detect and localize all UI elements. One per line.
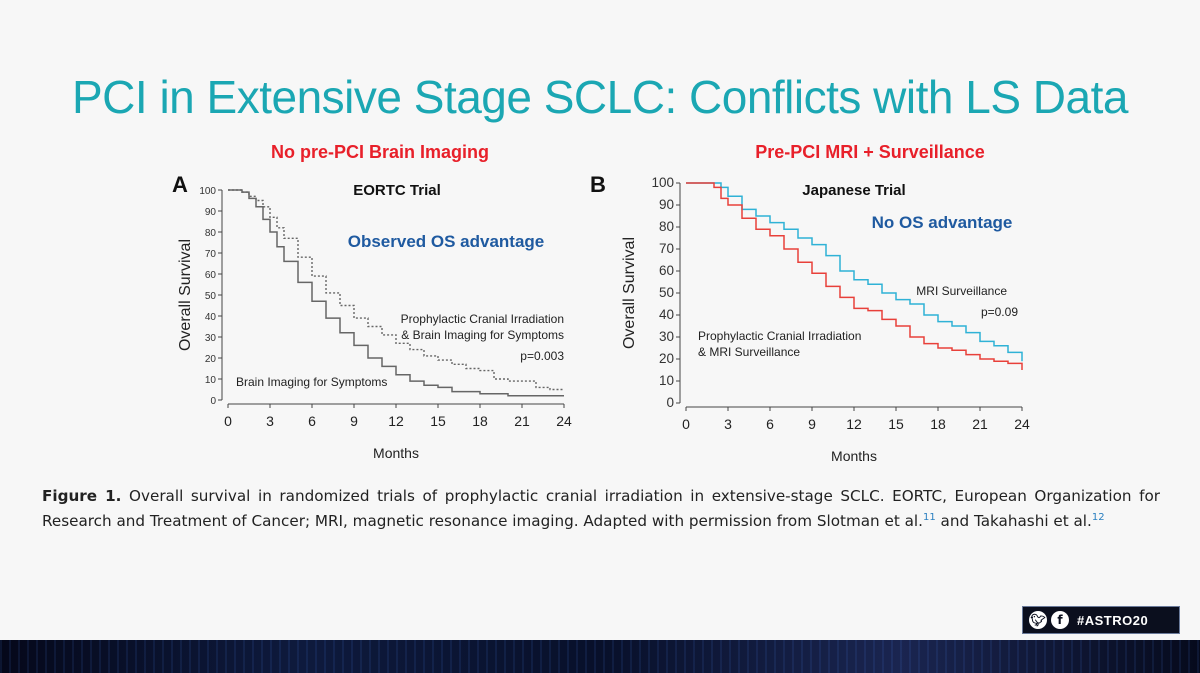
caption-label: Figure 1. bbox=[42, 487, 122, 505]
y-tick-label: 60 bbox=[659, 263, 674, 278]
y-tick-label: 20 bbox=[659, 351, 674, 366]
panel-letter: A bbox=[172, 172, 188, 197]
y-tick-label: 80 bbox=[659, 219, 674, 234]
y-tick-label: 0 bbox=[210, 396, 216, 407]
twitter-icon[interactable]: 🐦︎ bbox=[1029, 611, 1047, 629]
hashtag-text: #ASTRO20 bbox=[1077, 612, 1149, 628]
x-tick-label: 24 bbox=[1014, 416, 1030, 432]
x-axis-label: Months bbox=[373, 445, 419, 461]
facebook-icon[interactable]: f bbox=[1051, 611, 1069, 629]
chart-title: Japanese Trial bbox=[802, 182, 905, 199]
y-tick-label: 10 bbox=[205, 375, 217, 386]
series-label: Prophylactic Cranial Irradiation bbox=[401, 312, 564, 326]
y-tick-label: 80 bbox=[205, 228, 217, 239]
x-tick-label: 15 bbox=[888, 416, 904, 432]
series-label: Prophylactic Cranial Irradiation bbox=[698, 329, 861, 343]
x-tick-label: 3 bbox=[266, 413, 274, 429]
caption-and-text: and Takahashi et al. bbox=[940, 512, 1092, 531]
y-tick-label: 60 bbox=[205, 270, 217, 281]
footer-banner bbox=[0, 640, 1200, 673]
y-tick-label: 30 bbox=[659, 329, 674, 344]
y-tick-label: 0 bbox=[666, 395, 674, 410]
series-label: & Brain Imaging for Symptoms bbox=[401, 328, 564, 342]
series-label: MRI Surveillance bbox=[916, 284, 1007, 298]
y-tick-label: 70 bbox=[205, 249, 217, 260]
series-line-1 bbox=[228, 189, 564, 391]
panel-letter: B bbox=[590, 172, 606, 197]
chart-annotation: No OS advantage bbox=[872, 213, 1013, 232]
chart-b: 0 10 20 30 40 50 60 70 80 90 100 0 3 6 9 12 15 18 21 24 Mont… bbox=[590, 172, 1030, 464]
x-tick-label: 21 bbox=[972, 416, 988, 432]
x-tick-label: 9 bbox=[350, 413, 358, 429]
x-tick-label: 12 bbox=[388, 413, 404, 429]
y-tick-label: 100 bbox=[199, 186, 216, 197]
chart-title: EORTC Trial bbox=[353, 182, 441, 199]
x-tick-label: 18 bbox=[472, 413, 488, 429]
x-tick-label: 6 bbox=[308, 413, 316, 429]
series-label: Brain Imaging for Symptoms bbox=[236, 375, 387, 389]
x-tick-label: 0 bbox=[682, 416, 690, 432]
chart-annotation: Observed OS advantage bbox=[348, 232, 545, 251]
caption-ref-2: 12 bbox=[1091, 512, 1105, 523]
y-tick-label: 50 bbox=[205, 291, 217, 302]
x-axis-label: Months bbox=[831, 448, 877, 464]
x-tick-label: 0 bbox=[224, 413, 232, 429]
p-value-label: p=0.003 bbox=[520, 349, 564, 363]
caption-ref-1: 11 bbox=[922, 512, 936, 523]
series-line-2 bbox=[228, 189, 564, 397]
x-tick-label: 18 bbox=[930, 416, 946, 432]
y-tick-label: 50 bbox=[659, 285, 674, 300]
y-axis-label: Overall Survival bbox=[621, 237, 638, 349]
figure-caption: Figure 1. Overall survival in randomized… bbox=[42, 486, 1160, 532]
x-tick-label: 15 bbox=[430, 413, 446, 429]
x-tick-label: 24 bbox=[556, 413, 572, 429]
y-tick-label: 100 bbox=[651, 175, 674, 190]
panel-b-heading: Pre-PCI MRI + Surveillance bbox=[755, 142, 985, 162]
y-tick-label: 90 bbox=[659, 197, 674, 212]
x-tick-label: 9 bbox=[808, 416, 816, 432]
x-tick-label: 6 bbox=[766, 416, 774, 432]
p-value-label: p=0.09 bbox=[981, 305, 1018, 319]
series-line-2 bbox=[686, 182, 1023, 370]
y-tick-label: 40 bbox=[659, 307, 674, 322]
x-tick-label: 21 bbox=[514, 413, 530, 429]
y-tick-label: 40 bbox=[205, 312, 217, 323]
series-label: & MRI Surveillance bbox=[698, 345, 800, 359]
panel-a-heading: No pre-PCI Brain Imaging bbox=[270, 142, 490, 162]
chart-a: 0 10 20 30 40 50 60 70 80 90 100 0 3 6 9 12 15 18 21 24 Mont… bbox=[172, 172, 572, 461]
y-tick-label: 70 bbox=[659, 241, 674, 256]
y-tick-label: 90 bbox=[205, 207, 217, 218]
footer-pattern bbox=[0, 640, 1200, 673]
y-axis-label: Overall Survival bbox=[177, 239, 194, 351]
caption-text: Overall survival in randomized trials of… bbox=[42, 487, 1160, 531]
y-tick-label: 10 bbox=[659, 373, 674, 388]
y-tick-label: 30 bbox=[205, 333, 217, 344]
slide: PCI in Extensive Stage SCLC: Conflicts w… bbox=[42, 71, 1160, 532]
slide-title: PCI in Extensive Stage SCLC: Conflicts w… bbox=[72, 71, 1128, 123]
x-tick-label: 12 bbox=[846, 416, 862, 432]
x-tick-label: 3 bbox=[724, 416, 732, 432]
y-tick-label: 20 bbox=[205, 354, 217, 365]
social-hashtag-badge: 🐦︎ f #ASTRO20 bbox=[1022, 606, 1180, 634]
